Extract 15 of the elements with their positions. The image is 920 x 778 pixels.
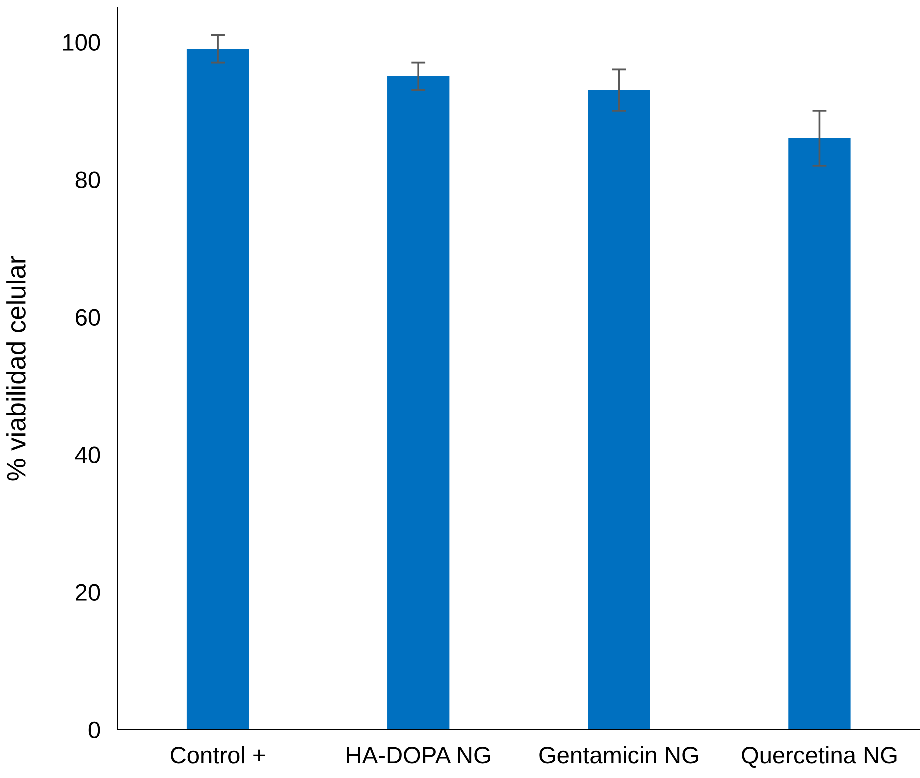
bar: [788, 138, 851, 730]
x-tick-label: Control +: [171, 746, 266, 764]
y-tick-label: 20: [76, 584, 100, 602]
x-tick-label: Gentamicin NG: [540, 746, 698, 764]
y-tick-label: 100: [64, 34, 100, 51]
bar: [388, 76, 450, 730]
y-tick-label: 60: [76, 309, 100, 326]
bar: [186, 49, 250, 730]
bar: [588, 90, 650, 730]
y-tick-label: 0: [88, 722, 100, 739]
y-tick-label: 80: [76, 172, 100, 188]
y-tick-label: 40: [75, 446, 100, 464]
x-tick-label: Quercetina NG: [742, 746, 897, 768]
x-tick-label: HA-DOPA NG: [347, 747, 490, 764]
y-axis-title: % viabilidad celular: [6, 256, 26, 481]
